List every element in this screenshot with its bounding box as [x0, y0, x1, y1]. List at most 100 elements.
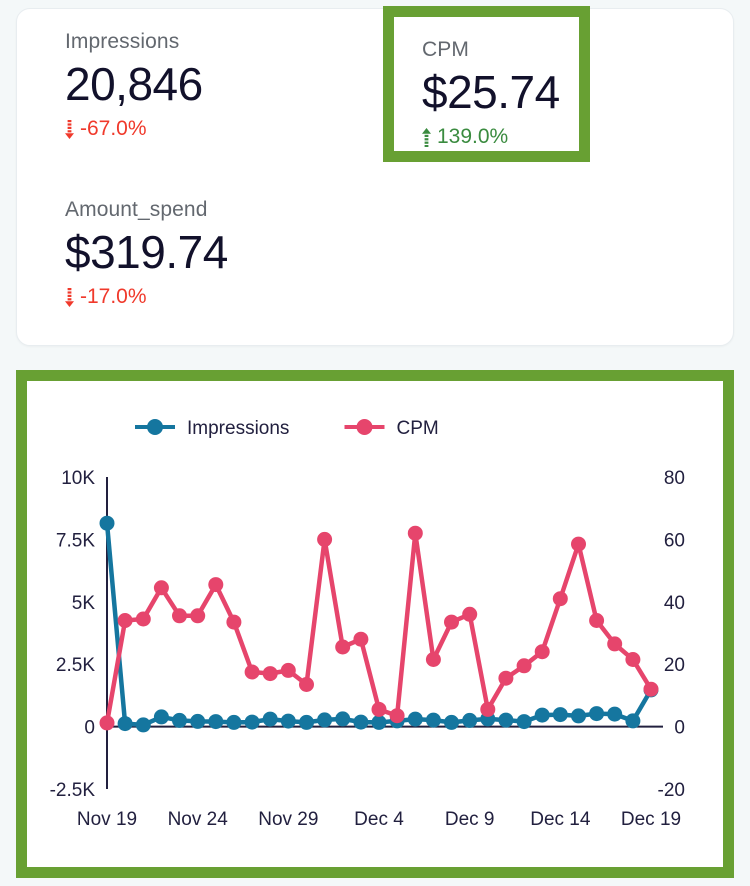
series-point[interactable] [244, 664, 260, 680]
series-point[interactable] [498, 670, 514, 686]
series-point[interactable] [99, 715, 115, 731]
series-point[interactable] [190, 713, 206, 729]
kpi-summary-card: Impressions 20,846 -67.0% Amount_spend $… [16, 8, 734, 346]
series-point[interactable] [462, 712, 478, 728]
series-point[interactable] [425, 712, 441, 728]
series-point[interactable] [643, 681, 659, 697]
right-axis-tick-label: -20 [658, 780, 685, 801]
kpi-impressions-label: Impressions [65, 30, 180, 53]
series-point[interactable] [534, 644, 550, 660]
series-point[interactable] [153, 580, 169, 596]
series-point[interactable] [172, 608, 187, 624]
kpi-cpm-delta-text: 139.0% [437, 125, 509, 148]
series-point[interactable] [480, 701, 496, 717]
series-point[interactable] [498, 712, 514, 728]
series-point[interactable] [117, 716, 133, 732]
series-point[interactable] [226, 614, 242, 630]
series-point[interactable] [444, 614, 459, 630]
series-point[interactable] [208, 577, 224, 593]
timeseries-chart-card: Impressions CPM -2.5K 0 2.5K 5K 7.5K 10K -20 0 20 4… [16, 370, 734, 878]
series-point[interactable] [607, 706, 623, 722]
series-point[interactable] [516, 714, 532, 730]
left-axis-tick-label: 2.5K [56, 655, 95, 676]
series-point[interactable] [335, 639, 351, 655]
series-point[interactable] [153, 709, 169, 725]
series-point[interactable] [190, 608, 206, 624]
series-point[interactable] [516, 658, 532, 674]
series-point[interactable] [625, 652, 641, 667]
left-axis-tick-label: 0 [84, 718, 95, 739]
series-point[interactable] [589, 613, 605, 628]
kpi-impressions-value: 20,846 [65, 58, 203, 110]
series-point[interactable] [444, 714, 459, 730]
kpi-cpm-value: $25.74 [422, 66, 560, 118]
right-axis-tick-label: 0 [674, 718, 685, 739]
kpi-impressions-delta: -67.0% [65, 114, 203, 144]
chart-legend: Impressions CPM [135, 418, 439, 439]
arrow-down-icon [65, 287, 74, 307]
series-point[interactable] [117, 613, 133, 628]
series-point[interactable] [299, 677, 314, 692]
kpi-amount-spend-delta-text: -17.0% [80, 285, 147, 308]
series-point[interactable] [280, 662, 296, 678]
series-point[interactable] [552, 591, 568, 607]
kpi-cpm-highlight[interactable]: CPM $25.74 139.0% [383, 6, 590, 162]
series-point[interactable] [244, 714, 260, 730]
series-point[interactable] [135, 717, 151, 733]
series-point[interactable] [425, 652, 441, 667]
left-axis-tick-label: 5K [72, 593, 96, 614]
x-axis-tick-label: Nov 29 [258, 809, 318, 830]
series-point[interactable] [552, 707, 568, 723]
series-point[interactable] [462, 606, 478, 622]
series-point[interactable] [135, 611, 151, 627]
series-point[interactable] [571, 708, 586, 724]
series-point[interactable] [389, 708, 405, 724]
right-axis-tick-label: 20 [664, 655, 685, 676]
series-point[interactable] [607, 636, 623, 652]
chart-plot-area[interactable]: Impressions CPM -2.5K 0 2.5K 5K 7.5K 10K -20 0 20 4… [27, 381, 723, 867]
series-point[interactable] [625, 713, 641, 729]
series-point[interactable] [589, 706, 605, 722]
series-cpm[interactable] [99, 525, 659, 731]
x-axis: Nov 19 Nov 24 Nov 29 Dec 4 Dec 9 Dec 14 Dec 19 [77, 809, 681, 830]
series-point[interactable] [335, 711, 351, 727]
series-point[interactable] [353, 714, 369, 730]
series-point[interactable] [99, 515, 115, 531]
series-point[interactable] [262, 666, 278, 682]
legend-label: Impressions [187, 418, 289, 439]
series-point[interactable] [317, 531, 333, 547]
series-point[interactable] [407, 711, 423, 727]
kpi-amount-spend[interactable]: Amount_spend $319.74 -17.0% [65, 195, 228, 312]
impressions-cpm-line-chart[interactable]: Impressions CPM -2.5K 0 2.5K 5K 7.5K 10K -20 0 20 4… [27, 381, 723, 867]
series-point[interactable] [353, 631, 369, 647]
arrow-up-icon [422, 127, 431, 147]
series-point[interactable] [172, 712, 187, 728]
series-point[interactable] [299, 714, 314, 730]
series-point[interactable] [262, 711, 278, 727]
series-point[interactable] [280, 713, 296, 729]
series-point[interactable] [571, 536, 586, 552]
series-point[interactable] [534, 707, 550, 723]
kpi-impressions[interactable]: Impressions 20,846 -67.0% [65, 27, 203, 144]
series-point[interactable] [208, 714, 224, 730]
right-axis-tick-label: 40 [664, 593, 685, 614]
series-point[interactable] [317, 712, 333, 728]
series-line [104, 520, 654, 728]
kpi-impressions-delta-text: -67.0% [80, 117, 147, 140]
series-point[interactable] [371, 714, 387, 730]
series-impressions[interactable] [99, 515, 659, 733]
right-axis: -20 0 20 40 60 80 [658, 468, 685, 801]
x-axis-tick-label: Dec 4 [354, 809, 404, 830]
legend-swatch-marker [147, 419, 163, 435]
legend-label: CPM [397, 418, 439, 439]
kpi-cpm-label: CPM [422, 38, 469, 61]
series-point[interactable] [407, 525, 423, 541]
kpi-cpm[interactable]: CPM $25.74 139.0% [422, 35, 560, 152]
x-axis-tick-label: Nov 24 [168, 809, 229, 830]
right-axis-tick-label: 60 [664, 530, 685, 551]
series-point[interactable] [226, 714, 242, 730]
left-axis: -2.5K 0 2.5K 5K 7.5K 10K [50, 468, 96, 801]
series-line [104, 530, 654, 726]
series-point[interactable] [371, 701, 387, 717]
